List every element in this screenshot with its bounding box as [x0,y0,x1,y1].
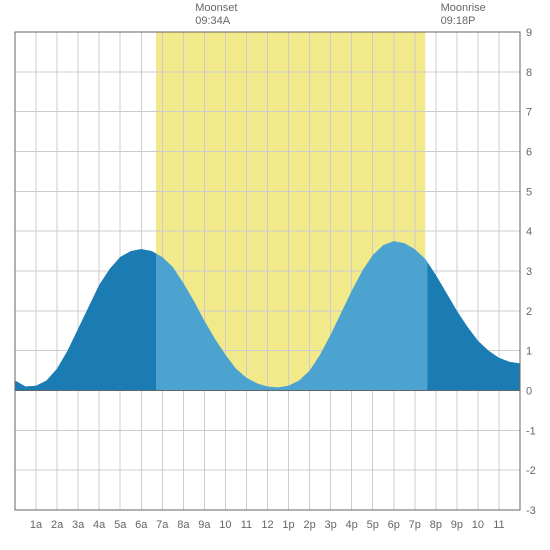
y-tick-label: 5 [526,186,532,198]
y-tick-label: 4 [526,226,532,238]
y-tick-label: 3 [526,266,532,278]
moonset-label: Moonset 09:34A [195,2,237,28]
x-tick-label: 4a [93,519,106,531]
x-tick-label: 2a [51,519,64,531]
x-tick-label: 7a [156,519,169,531]
x-tick-label: 9p [451,519,463,531]
tide-chart: Moonset 09:34A Moonrise 09:18P -3-2-1012… [0,0,550,550]
x-tick-label: 8a [177,519,190,531]
x-tick-label: 10 [219,519,231,531]
moonrise-label: Moonrise 09:18P [441,2,486,28]
x-tick-label: 4p [346,519,358,531]
x-tick-label: 5p [367,519,379,531]
y-tick-label: -3 [526,505,536,517]
moonrise-title: Moonrise [441,2,486,15]
moonrise-time: 09:18P [441,15,486,28]
x-tick-label: 5a [114,519,127,531]
moonset-title: Moonset [195,2,237,15]
moonset-time: 09:34A [195,15,237,28]
x-tick-label: 6a [135,519,148,531]
x-tick-label: 12 [261,519,273,531]
top-labels: Moonset 09:34A Moonrise 09:18P [0,2,550,32]
x-tick-label: 1a [30,519,43,531]
x-tick-label: 3a [72,519,85,531]
y-tick-label: 6 [526,147,532,159]
y-tick-label: 7 [526,107,532,119]
x-tick-label: 1p [282,519,294,531]
x-tick-label: 8p [430,519,442,531]
y-tick-label: 2 [526,306,532,318]
x-tick-label: 11 [241,519,252,531]
y-tick-label: 1 [526,346,532,358]
y-tick-label: 0 [526,386,532,398]
x-tick-label: 2p [303,519,315,531]
y-tick-label: 8 [526,67,532,79]
x-tick-label: 6p [388,519,400,531]
chart-svg: -3-2-101234567891a2a3a4a5a6a7a8a9a101112… [0,0,550,550]
y-tick-label: -2 [526,465,536,477]
x-tick-label: 11 [493,519,504,531]
x-tick-label: 10 [472,519,484,531]
x-tick-label: 7p [409,519,421,531]
x-tick-label: 3p [325,519,337,531]
x-tick-label: 9a [198,519,211,531]
y-tick-label: -1 [526,425,536,437]
